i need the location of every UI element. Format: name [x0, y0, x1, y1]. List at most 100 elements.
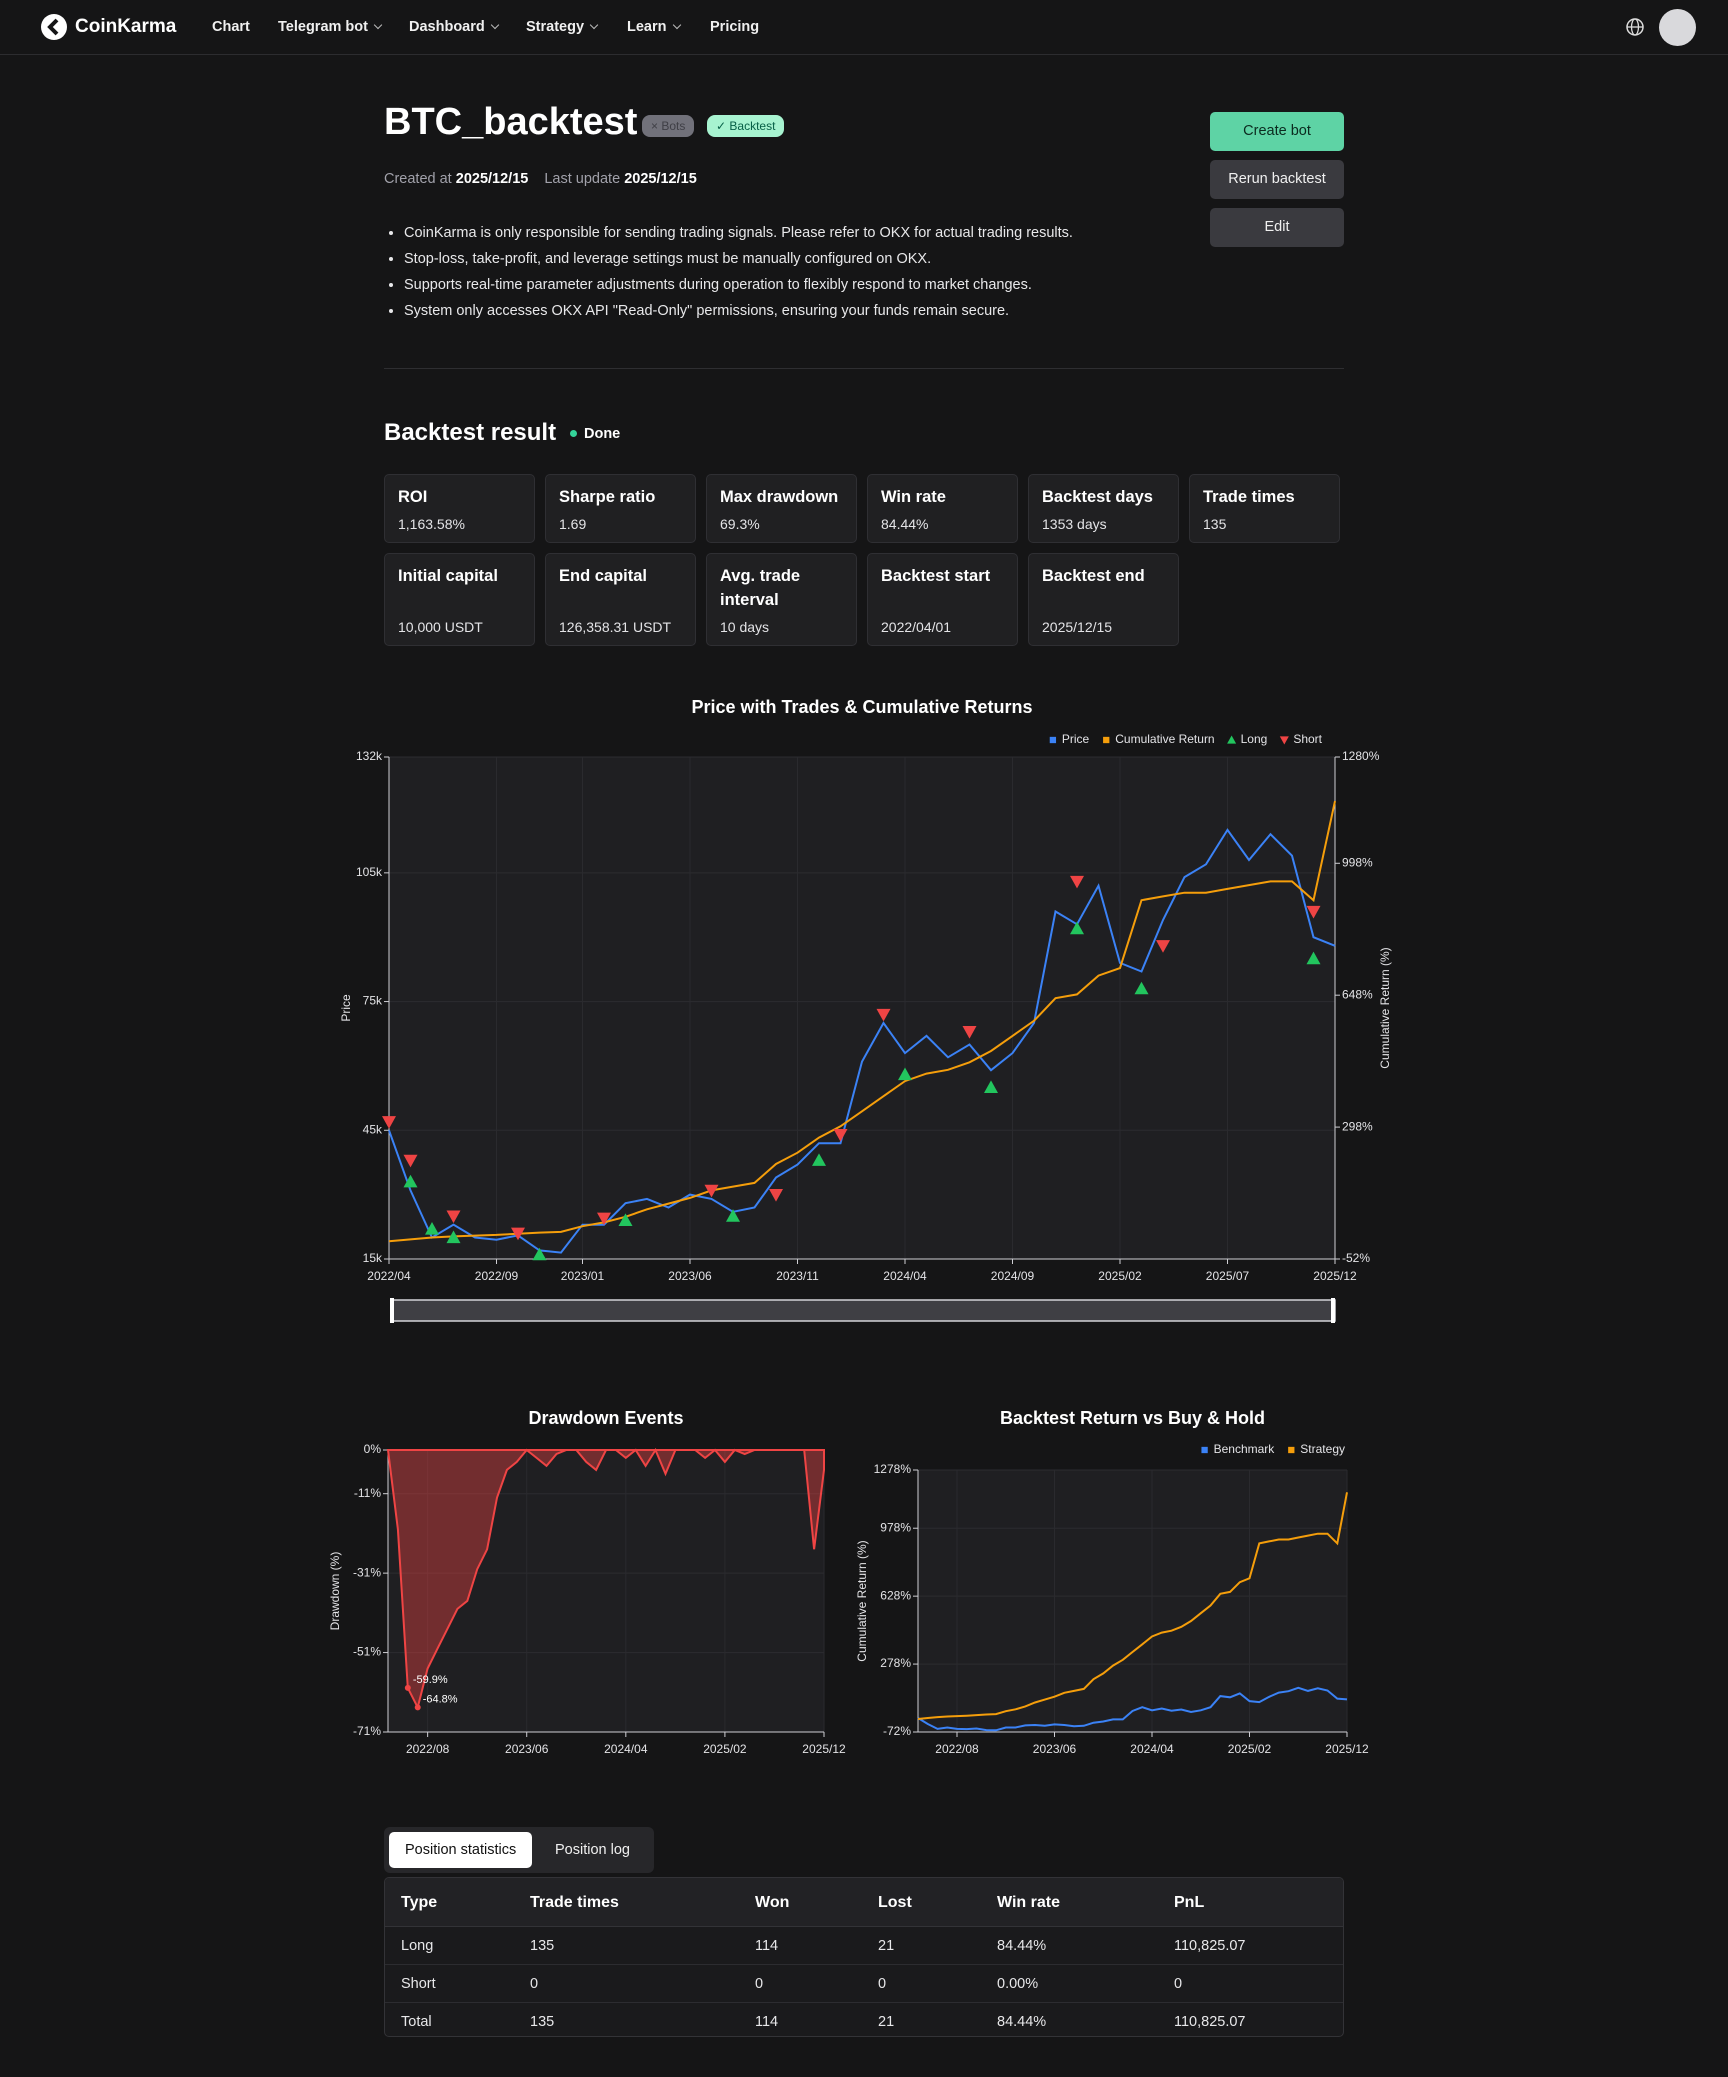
annotation: -64.8%: [423, 1693, 458, 1705]
created-label: Created at: [384, 171, 452, 187]
annotation-point: [404, 1684, 411, 1691]
x-tick-label: 2025/12: [1313, 1269, 1357, 1283]
tag: ✓ Backtest: [707, 115, 785, 137]
annotation: -59.9%: [413, 1674, 448, 1686]
table-cell: Long: [401, 1938, 434, 1954]
table-header: Type Trade times Won Lost Win rate PnL: [385, 1878, 1343, 1927]
avatar[interactable]: [1659, 9, 1696, 46]
metric-value: 126,358.31 USDT: [559, 619, 672, 635]
metric-card: ROI 1,163.58%: [384, 474, 535, 543]
x-tick-label: 2024/04: [604, 1742, 648, 1756]
section-title: Backtest result: [384, 419, 557, 446]
metric-value: 2022/04/01: [881, 619, 952, 635]
tab[interactable]: Position statistics: [389, 1832, 533, 1868]
metric-label: Avg. trade interval: [720, 567, 801, 609]
tag-text: Bots: [661, 119, 686, 133]
metric-value: 10,000 USDT: [398, 619, 483, 635]
trade-marker: [876, 1008, 891, 1022]
trade-marker: [446, 1230, 461, 1244]
metric-card: Trade times 135: [1189, 474, 1340, 543]
legend-label: Long: [1241, 732, 1268, 746]
edit-button[interactable]: Edit: [1210, 208, 1344, 247]
charts: Price with Trades & Cumulative Returns 15…: [328, 697, 1392, 1756]
y-axis-label: Drawdown (%): [328, 1552, 342, 1631]
trade-marker: [769, 1189, 783, 1202]
rerun-button[interactable]: Rerun backtest: [1210, 160, 1344, 199]
metric-label: Backtest days: [1042, 488, 1153, 506]
x-tick-label: 2025/12: [1325, 1742, 1369, 1756]
logo[interactable]: [40, 13, 68, 41]
trade-marker: [1306, 951, 1321, 965]
metric-card: Backtest days 1353 days: [1028, 474, 1179, 543]
x-tick-label: 2022/04: [367, 1269, 411, 1283]
table-cell: Total: [401, 2014, 432, 2030]
legend-marker: [1227, 735, 1237, 744]
trade-marker: [1070, 921, 1084, 935]
trade-marker: [597, 1212, 611, 1226]
column-header: Won: [755, 1894, 790, 1911]
table-cell: 110,825.07: [1174, 1938, 1246, 1954]
metric-value: 69.3%: [720, 516, 760, 532]
note: Stop-loss, take-profit, and leverage set…: [404, 246, 1073, 272]
table-row: Long 135 114 21 84.44% 110,825.07: [385, 1927, 1343, 1965]
chart-title: Drawdown Events: [528, 1408, 683, 1428]
y-tick-label: -72%: [883, 1724, 911, 1738]
chart-title: Price with Trades & Cumulative Returns: [691, 697, 1032, 717]
nav-link-text: Dashboard: [409, 19, 485, 35]
trade-marker: [382, 1116, 396, 1129]
y2-tick-label: 298%: [1342, 1119, 1373, 1133]
brand[interactable]: CoinKarma: [75, 16, 177, 37]
nav-link[interactable]: Chart: [212, 19, 250, 35]
tag: × Bots: [642, 115, 695, 137]
y-tick-label: -71%: [353, 1724, 381, 1738]
metric-value: 84.44%: [881, 516, 929, 532]
metric-grid: ROI 1,163.58% Sharpe ratio 1.69 Max drawdown…: [384, 474, 1340, 646]
metric-label: End capital: [559, 567, 648, 585]
y-axis-label: Price: [339, 994, 353, 1022]
y-tick-label: 1278%: [874, 1462, 912, 1476]
table-cell: 0: [530, 1976, 539, 1992]
metric-label: ROI: [398, 488, 428, 506]
language-icon[interactable]: [1625, 17, 1645, 37]
metric-card: Win rate 84.44%: [867, 474, 1018, 543]
area: [386, 1447, 825, 1711]
legend-label: Cumulative Return: [1115, 732, 1214, 746]
y2-axis-label: Cumulative Return (%): [1378, 947, 1392, 1068]
notes: CoinKarma is only responsible for sendin…: [384, 220, 1073, 324]
legend-marker: [1279, 736, 1289, 745]
plot-area: [918, 1470, 1347, 1732]
y2-tick-label: -52%: [1342, 1251, 1370, 1265]
trade-marker: [898, 1067, 912, 1081]
nav-link[interactable]: Learn: [627, 19, 681, 35]
trade-marker: [532, 1247, 547, 1261]
nav-link[interactable]: Pricing: [710, 19, 759, 35]
nav-link[interactable]: Strategy: [526, 19, 599, 35]
tab[interactable]: Position log: [555, 1842, 630, 1858]
updated-date: 2025/12/15: [624, 171, 697, 187]
y-tick-label: -11%: [354, 1486, 381, 1500]
metric-card: Backtest start 2022/04/01: [867, 553, 1018, 646]
nav-link[interactable]: Dashboard: [409, 19, 499, 35]
nav-link[interactable]: Telegram bot: [278, 19, 383, 35]
y-tick-label: 45k: [363, 1122, 383, 1136]
metric-value: 1.69: [559, 516, 587, 532]
y-tick-label: 628%: [880, 1588, 911, 1602]
trade-marker: [446, 1210, 461, 1224]
table-cell: 21: [878, 2014, 895, 2030]
nav-link-text: Learn: [627, 19, 667, 35]
create-bot-button[interactable]: Create bot: [1210, 112, 1344, 151]
trade-marker: [726, 1209, 740, 1222]
x-tick-label: 2023/06: [1033, 1742, 1077, 1756]
trade-marker: [704, 1184, 719, 1198]
legend-label: Benchmark: [1214, 1442, 1276, 1456]
trade-marker: [1306, 905, 1321, 919]
x-tick-label: 2024/09: [991, 1269, 1035, 1283]
status: Done: [570, 426, 620, 442]
trade-marker: [1134, 981, 1149, 995]
y-tick-label: -51%: [353, 1645, 381, 1659]
legend-marker: [1049, 736, 1057, 744]
x-tick-label: 2022/09: [475, 1269, 519, 1283]
column-header: Trade times: [530, 1894, 619, 1911]
x-tick-label: 2025/07: [1206, 1269, 1250, 1283]
